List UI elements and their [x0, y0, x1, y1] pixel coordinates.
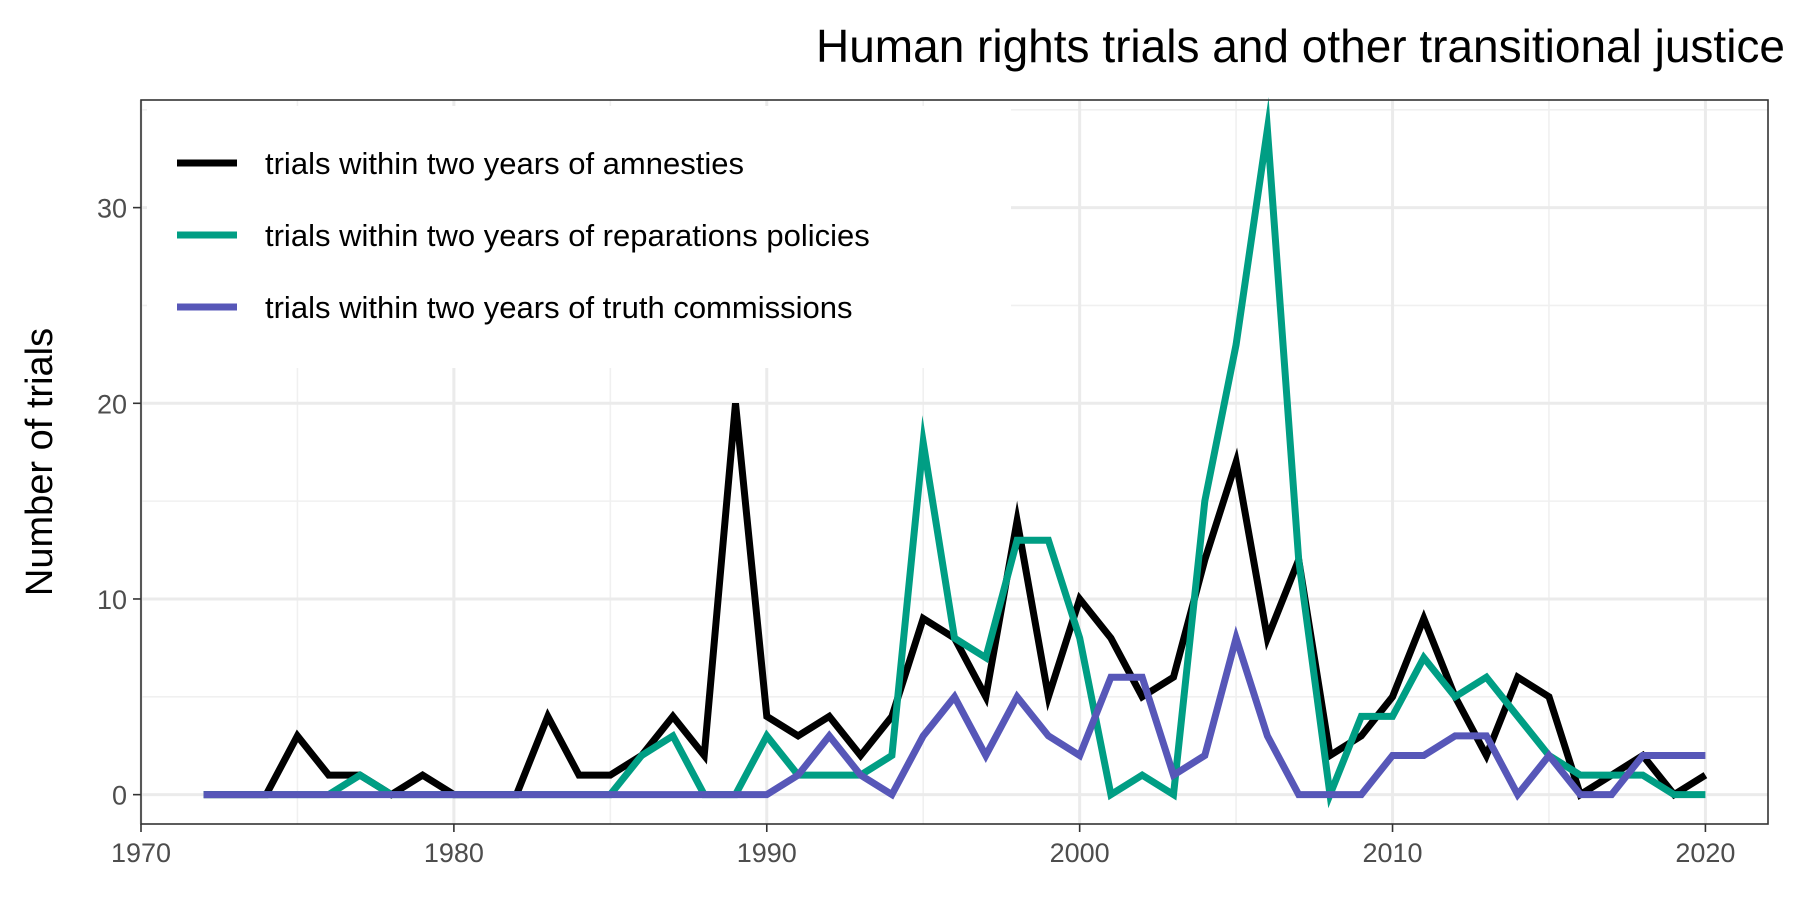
series-lines — [203, 97, 1708, 809]
x-tick-label: 2000 — [1050, 838, 1110, 868]
legend-label-1: trials within two years of amnesties — [265, 146, 744, 181]
y-tick-label: 0 — [112, 781, 127, 811]
chart-title: Human rights trials and other transition… — [816, 20, 1785, 72]
legend-background — [147, 106, 1011, 368]
legend-label-2: trials within two years of reparations p… — [265, 218, 870, 253]
y-tick-label: 30 — [97, 194, 127, 224]
x-tick-label: 2010 — [1362, 838, 1422, 868]
axes: 1970 1980 1990 2000 2010 2020 0 10 20 30 — [97, 194, 1736, 868]
plot-panel-border — [140, 99, 1769, 825]
legend: trials within two years of amnesties tria… — [147, 106, 1011, 368]
x-tick-label: 1990 — [737, 838, 797, 868]
y-tick-label: 20 — [97, 389, 127, 419]
x-tick-label: 1980 — [424, 838, 484, 868]
x-tick-label: 1970 — [111, 838, 171, 868]
x-tick-label: 2020 — [1675, 838, 1735, 868]
legend-label-3: trials within two years of truth commiss… — [265, 290, 852, 325]
series-line-3 — [203, 625, 1706, 801]
y-axis-title: Number of trials — [19, 328, 61, 596]
y-tick-label: 10 — [97, 585, 127, 615]
